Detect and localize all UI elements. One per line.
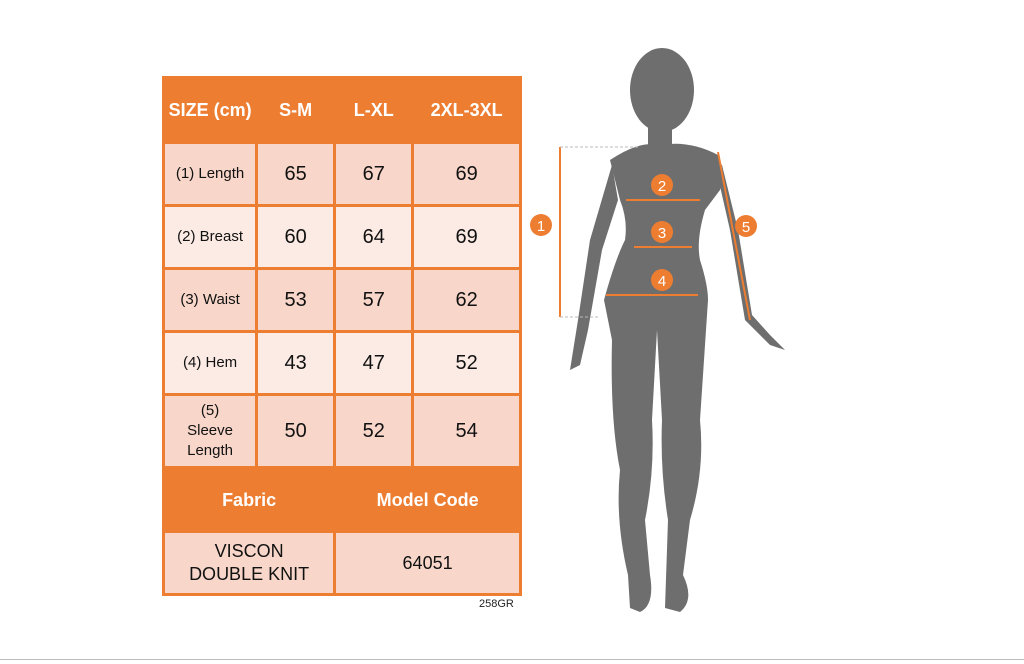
marker-2-icon	[651, 174, 673, 196]
marker-5: 5	[742, 219, 750, 236]
marker-3-icon	[651, 221, 673, 243]
cell: 50	[255, 393, 337, 469]
cell: 47	[333, 330, 415, 396]
model-code-header: Model Code	[333, 466, 522, 533]
row-label: (4) Hem	[161, 330, 259, 396]
woman-silhouette	[570, 48, 785, 612]
row-label: (5) Sleeve Length	[161, 393, 259, 469]
marker-2: 2	[658, 178, 666, 195]
cell: 54	[411, 393, 522, 469]
header-2xl-3xl: 2XL-3XL	[411, 76, 522, 144]
fabric-value: VISCON DOUBLE KNIT	[161, 530, 337, 596]
cell: 52	[333, 393, 415, 469]
row-label: (3) Waist	[161, 267, 259, 333]
marker-1: 1	[537, 218, 545, 235]
cell: 67	[333, 141, 415, 207]
fabric-header-row: Fabric Model Code	[161, 466, 522, 533]
row-label: (1) Length	[161, 141, 259, 207]
cell: 57	[333, 267, 415, 333]
marker-1-icon	[530, 214, 552, 236]
marker-circles	[530, 174, 757, 291]
table-row: (4) Hem 43 47 52	[161, 330, 522, 396]
marker-4-icon	[651, 269, 673, 291]
header-s-m: S-M	[255, 76, 337, 144]
cell: 43	[255, 330, 337, 396]
cell: 69	[411, 204, 522, 270]
cell: 64	[333, 204, 415, 270]
fabric-header: Fabric	[161, 466, 337, 533]
header-l-xl: L-XL	[333, 76, 415, 144]
model-code-value: 64051	[333, 530, 522, 596]
row-label: (2) Breast	[161, 204, 259, 270]
cell: 52	[411, 330, 522, 396]
table-row: (3) Waist 53 57 62	[161, 267, 522, 333]
marker-3: 3	[658, 225, 666, 242]
cell: 62	[411, 267, 522, 333]
marker-5-icon	[735, 215, 757, 237]
table-row: (2) Breast 60 64 69	[161, 204, 522, 270]
header-size: SIZE (cm)	[161, 76, 259, 144]
cell: 53	[255, 267, 337, 333]
cell: 69	[411, 141, 522, 207]
image-code: 258GR	[479, 598, 514, 610]
divider	[0, 659, 1024, 660]
cell: 65	[255, 141, 337, 207]
table-header-row: SIZE (cm) S-M L-XL 2XL-3XL	[161, 76, 522, 144]
body-measurement-figure: 1 2 3 4 5	[530, 48, 785, 612]
table-row: (5) Sleeve Length 50 52 54	[161, 393, 522, 469]
cell: 60	[255, 204, 337, 270]
table-row: (1) Length 65 67 69	[161, 141, 522, 207]
marker-4: 4	[658, 273, 666, 290]
sleeve-arrow	[717, 151, 751, 321]
fabric-row: VISCON DOUBLE KNIT 64051	[161, 530, 522, 596]
size-chart-table: SIZE (cm) S-M L-XL 2XL-3XL (1) Length 65…	[161, 76, 522, 596]
